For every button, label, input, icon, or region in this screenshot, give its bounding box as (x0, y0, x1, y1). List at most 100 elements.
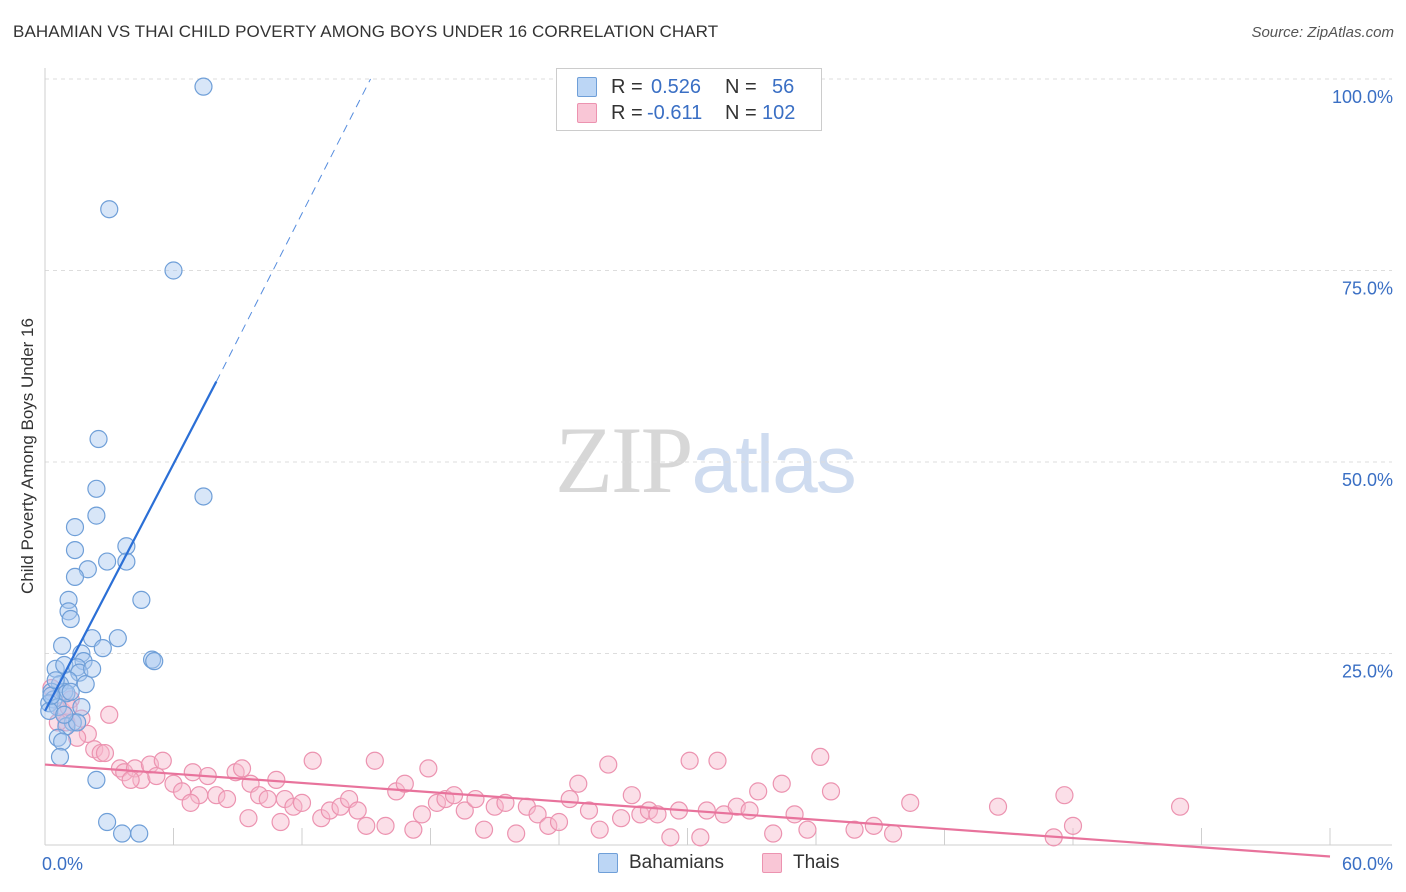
thais-point (485, 797, 504, 816)
bahamians-point (98, 552, 117, 571)
grid-lines (45, 78, 1392, 654)
thais-point (680, 751, 699, 770)
thais-point (648, 805, 667, 824)
thais-point (612, 809, 631, 828)
bahamians-point (61, 609, 80, 629)
n-value: 56 (772, 76, 795, 98)
bahamians-point (83, 659, 102, 678)
chart-title: BAHAMIAN VS THAI CHILD POVERTY AMONG BOY… (13, 22, 719, 41)
thais-point (125, 759, 145, 778)
thais-point (239, 809, 258, 828)
bahamians-point (76, 675, 95, 694)
thais-point (147, 766, 166, 786)
thais-point (1063, 816, 1083, 835)
thais-point (507, 824, 526, 843)
bahamians-point (194, 77, 213, 96)
bahamians-legend-label: Bahamians (629, 852, 725, 873)
bahamians-point (72, 698, 91, 717)
y-tick-label: 75.0% (1342, 279, 1393, 299)
thais-point (395, 774, 414, 793)
y-tick-label: 100.0% (1332, 87, 1393, 107)
bahamians-point (65, 518, 85, 537)
r-value: -0.611 (647, 102, 703, 124)
bahamians-point (65, 567, 85, 587)
thais-point (845, 820, 864, 839)
thais-point (207, 786, 226, 805)
thais-point (376, 816, 395, 835)
bahamians-trend-extension (215, 78, 371, 382)
bahamians-point (42, 686, 61, 705)
x-tick-label: 60.0% (1342, 854, 1393, 874)
thais-point (284, 797, 303, 816)
thais-point (599, 755, 618, 774)
bahamians-point (55, 705, 74, 724)
thais-point (121, 770, 140, 789)
n-label: N = (725, 76, 757, 98)
bahamians-point (98, 812, 117, 832)
thais-point (232, 759, 252, 778)
correlation-legend: R = 0.526 N = 56 R = -0.611 N = 102 (556, 68, 822, 131)
thais-point (569, 774, 588, 793)
bahamians-point (108, 629, 127, 648)
thais-points (42, 678, 1190, 847)
bahamians-point (53, 636, 72, 655)
thais-point (798, 820, 817, 839)
thais-point (303, 751, 322, 770)
axes (44, 68, 1392, 846)
thais-point (271, 812, 290, 832)
r-label: R = (611, 102, 643, 124)
watermark-zip: ZIP (555, 407, 693, 513)
thais-point (436, 789, 455, 809)
thais-point (100, 705, 119, 724)
watermark-atlas: atlas (691, 419, 857, 510)
bahamians-point (50, 747, 70, 767)
thais-point (708, 751, 727, 770)
y-tick-label: 50.0% (1342, 470, 1393, 490)
thais-point (539, 816, 558, 835)
thais-point (549, 812, 569, 832)
thais-swatch (577, 103, 597, 123)
trend-lines (44, 78, 1331, 858)
thais-point (883, 824, 903, 843)
thais-point (258, 789, 277, 809)
thais-point (579, 801, 599, 820)
thais-point (772, 774, 791, 793)
bahamians-point (100, 200, 119, 219)
thais-legend-swatch (762, 853, 782, 873)
thais-point (785, 805, 804, 824)
bahamians-point (87, 770, 106, 789)
thais-point (764, 824, 783, 843)
thais-point (91, 743, 110, 763)
r-label: R = (611, 76, 643, 98)
n-label: N = (725, 102, 757, 124)
n-value: 102 (762, 102, 796, 124)
thais-point (901, 793, 920, 812)
thais-point (749, 782, 768, 801)
thais-point (988, 797, 1008, 816)
thais-trend-line (44, 763, 1331, 858)
bahamians-point (87, 506, 106, 525)
thais-point (419, 759, 438, 778)
thais-legend-label: Thais (793, 852, 840, 873)
bahamians-point (112, 824, 132, 843)
source-label: Source: ZipAtlas.com (1251, 24, 1394, 41)
thais-point (153, 751, 172, 770)
bahamians-point (65, 540, 85, 560)
thais-point (292, 793, 312, 812)
thais-point (427, 793, 447, 812)
bahamians-point (53, 732, 72, 751)
x-tick-label: 0.0% (42, 854, 83, 874)
thais-point (357, 816, 376, 835)
thais-point (560, 789, 579, 809)
tick-labels: 100.0% 75.0% 50.0% 25.0% 0.0% 60.0% (42, 87, 1393, 874)
thais-point (348, 801, 367, 820)
bahamians-point (93, 639, 112, 658)
bahamians-point (194, 487, 213, 506)
bahamians-swatch (577, 77, 597, 97)
bahamians-legend-swatch (598, 853, 618, 873)
r-value: 0.526 (651, 76, 702, 98)
thais-point (183, 763, 202, 782)
thais-point (821, 782, 841, 801)
thais-point (95, 743, 115, 763)
